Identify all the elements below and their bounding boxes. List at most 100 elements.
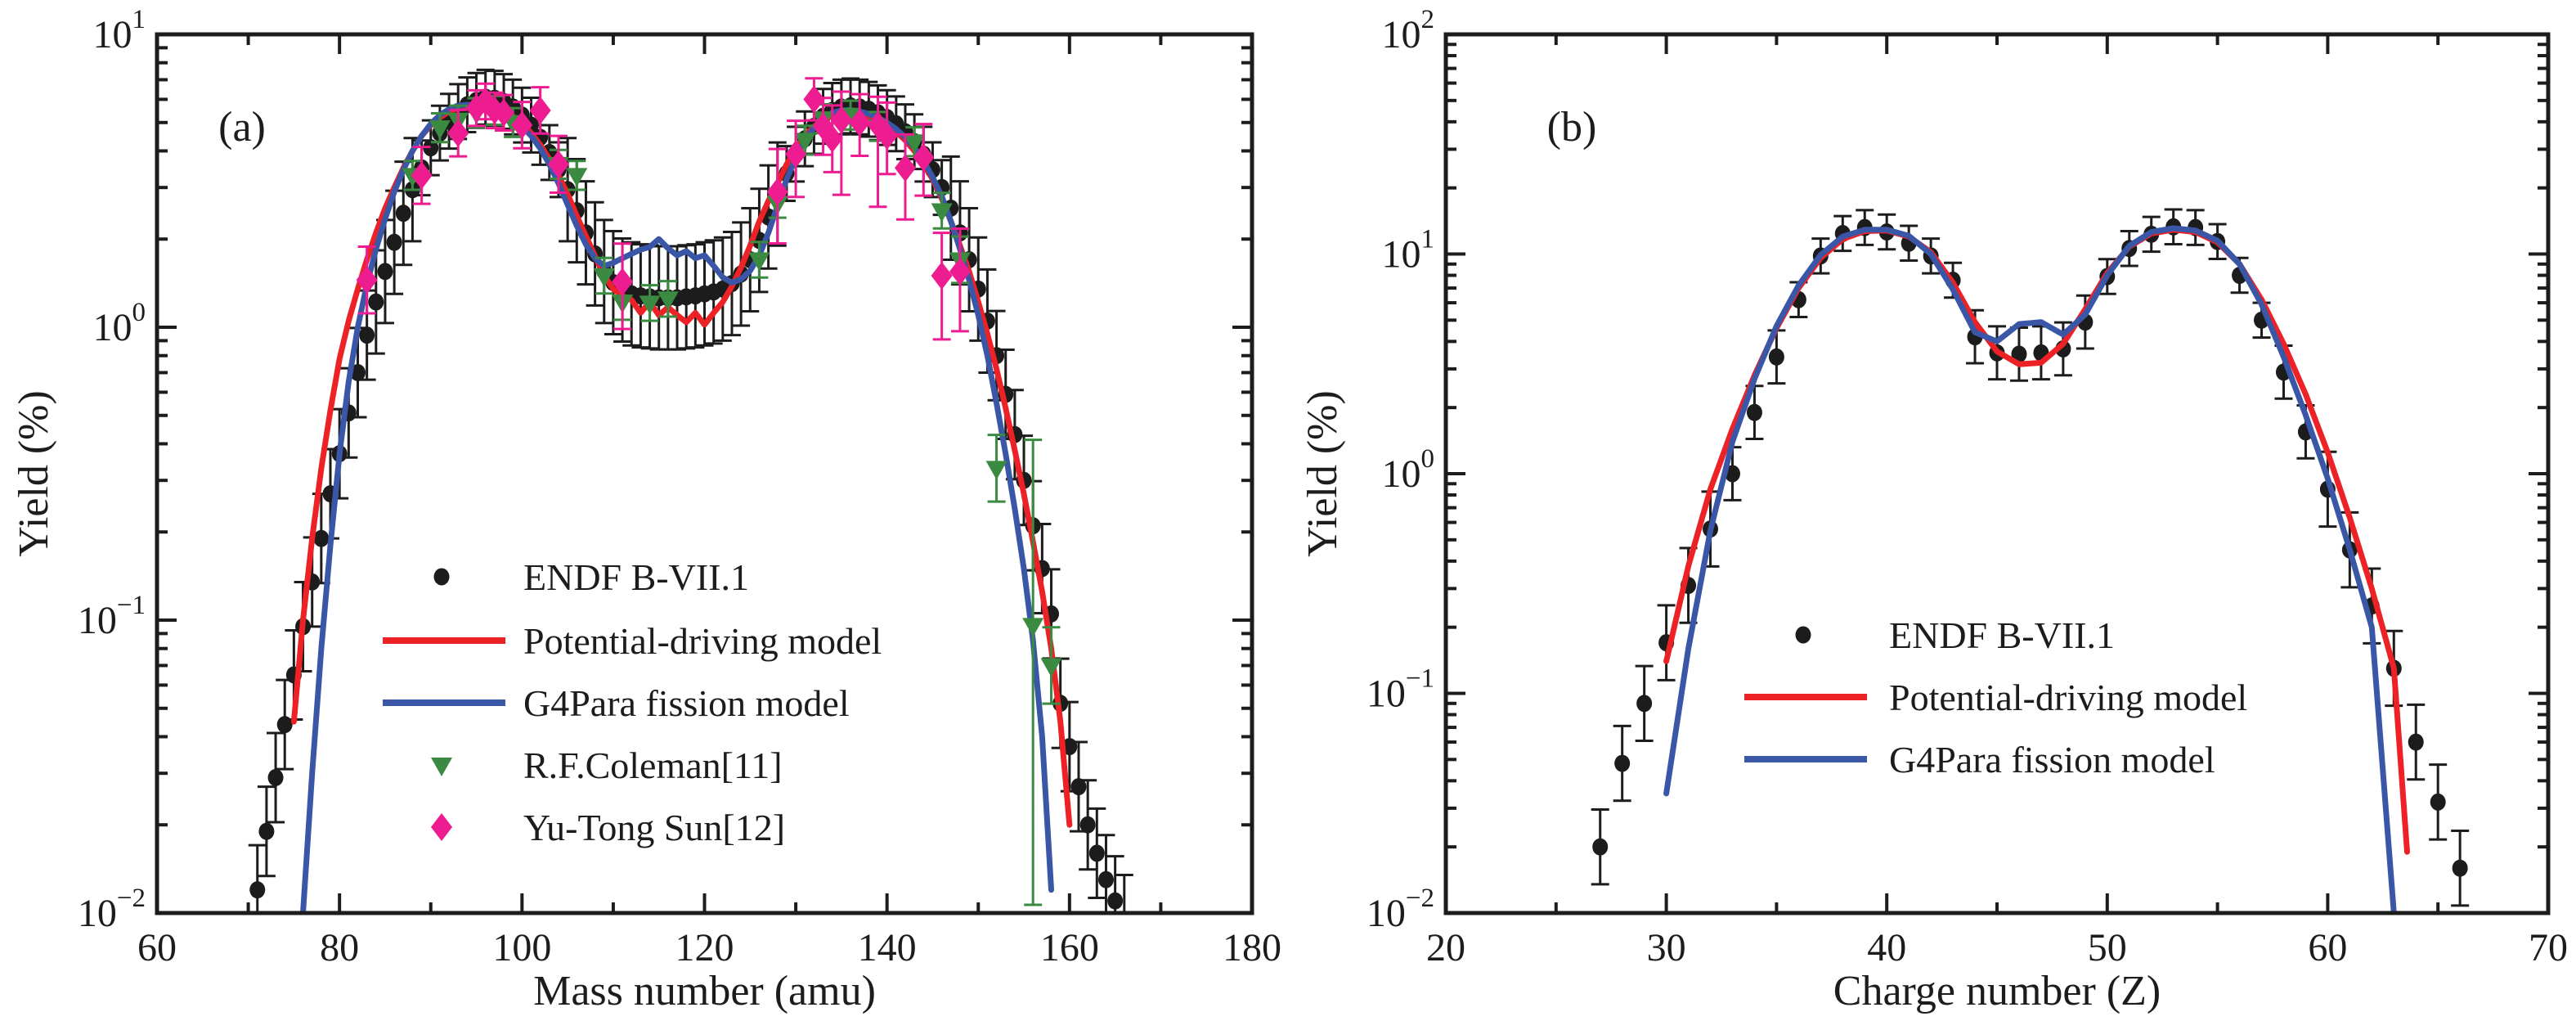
diamond-marker xyxy=(913,143,935,172)
triangle-down-marker xyxy=(985,461,1008,480)
circle-marker xyxy=(249,881,266,899)
diamond-marker xyxy=(411,161,433,190)
plot-area-a xyxy=(248,68,1133,913)
triangle-down-marker xyxy=(1022,618,1044,637)
legend-item-potential-driving-model: Potential-driving model xyxy=(383,620,882,662)
circle-marker xyxy=(1746,403,1762,421)
tick-labels-a: 60 80 100 120 140 160 180 10−2 10−1 100 101 xyxy=(78,5,1281,969)
y-tick-label: 10−2 xyxy=(78,884,146,935)
legend-a: ENDF B-VII.1 Potential-driving model G4Par… xyxy=(383,556,882,848)
y-tick-label: 10−1 xyxy=(78,591,146,642)
diamond-marker xyxy=(821,124,843,153)
circle-marker xyxy=(1636,695,1653,713)
circle-marker xyxy=(395,205,411,223)
circle-marker xyxy=(2452,859,2468,877)
diamond-marker xyxy=(529,96,551,124)
circle-marker xyxy=(1724,465,1740,483)
y-axis-title: Yield (%) xyxy=(1299,390,1346,557)
diamond-marker xyxy=(511,110,533,139)
triangle-down-marker xyxy=(1040,658,1062,677)
legend-label: R.F.Coleman[11] xyxy=(523,744,783,786)
legend-item-potential-driving-model: Potential-driving model xyxy=(1744,677,2247,718)
plot-border xyxy=(155,32,1254,915)
circle-marker xyxy=(386,233,402,251)
legend-marker xyxy=(431,758,452,776)
x-tick-label: 80 xyxy=(320,926,359,969)
x-tick-label: 70 xyxy=(2529,926,2568,969)
diamond-marker xyxy=(894,154,916,182)
panel-a: 60 80 100 120 140 160 180 10−2 10−1 100 101 Mass nu… xyxy=(11,5,1281,1014)
circle-marker xyxy=(349,363,366,381)
x-tick-label: 100 xyxy=(492,926,551,969)
x-axis-title: Charge number (Z) xyxy=(1833,968,2161,1014)
circle-marker xyxy=(1107,892,1124,910)
legend-label: Potential-driving model xyxy=(523,620,882,662)
x-tick-label: 20 xyxy=(1426,926,1465,969)
x-tick-label: 40 xyxy=(1867,926,1906,969)
y-tick-label: 101 xyxy=(93,5,146,56)
curve-g4para-fission-model xyxy=(1663,225,2397,913)
legend-marker xyxy=(431,813,452,841)
legend-label: ENDF B-VII.1 xyxy=(523,556,749,598)
legend-item-endf-b-vii-1: ENDF B-VII.1 xyxy=(433,556,749,598)
triangle-down-marker xyxy=(931,203,953,223)
triangle-down-marker xyxy=(657,291,679,311)
series-yu-tong-sun-12- xyxy=(356,77,971,341)
diamond-marker xyxy=(803,85,825,114)
x-tick-label: 160 xyxy=(1040,926,1099,969)
x-tick-label: 30 xyxy=(1647,926,1686,969)
triangle-down-marker xyxy=(748,252,770,272)
legend-marker xyxy=(433,568,450,586)
y-tick-label: 102 xyxy=(1382,5,1435,56)
y-axis-title: Yield (%) xyxy=(11,390,57,557)
triangle-down-marker xyxy=(794,133,816,152)
legend-item-g4para-fission-model: G4Para fission model xyxy=(383,682,850,724)
circle-marker xyxy=(2408,733,2424,751)
circle-marker xyxy=(368,293,384,311)
diamond-marker xyxy=(766,178,788,206)
x-tick-label: 60 xyxy=(137,926,177,969)
y-tick-label: 10−1 xyxy=(1367,664,1434,716)
y-tick-label: 101 xyxy=(1382,225,1435,277)
x-tick-label: 140 xyxy=(858,926,917,969)
circle-marker xyxy=(1097,870,1114,888)
tick-labels-b: 20 30 40 50 60 70 10−2 10−1 100 101 102 xyxy=(1367,5,2568,969)
legend-item-g4para-fission-model: G4Para fission model xyxy=(1744,739,2215,780)
diamond-marker xyxy=(447,119,469,147)
legend-label: Potential-driving model xyxy=(1889,677,2247,718)
legend-b: ENDF B-VII.1 Potential-driving model G4Par… xyxy=(1744,614,2247,780)
diamond-marker xyxy=(612,268,634,296)
panel-letter: (b) xyxy=(1547,104,1597,151)
circle-marker xyxy=(313,529,330,547)
x-tick-label: 50 xyxy=(2088,926,2127,969)
y-tick-label: 100 xyxy=(93,298,146,349)
circle-marker xyxy=(1614,754,1631,772)
panel-b: 20 30 40 50 60 70 10−2 10−1 100 101 102 Charge numb… xyxy=(1299,5,2568,1014)
triangle-down-marker xyxy=(593,268,615,287)
diamond-marker xyxy=(547,150,569,178)
triangle-down-marker xyxy=(566,168,588,187)
diamond-marker xyxy=(931,261,953,290)
plot-border xyxy=(1443,32,2551,915)
circle-marker xyxy=(423,139,439,157)
circle-marker xyxy=(1768,348,1784,366)
legend-marker xyxy=(1795,626,1811,644)
diamond-marker xyxy=(830,106,852,134)
legend-label: ENDF B-VII.1 xyxy=(1889,614,2115,656)
diamond-marker xyxy=(876,122,898,151)
circle-marker xyxy=(377,263,393,281)
circle-marker xyxy=(359,326,375,344)
diamond-marker xyxy=(849,108,871,137)
circle-marker xyxy=(267,768,284,786)
triangle-down-marker xyxy=(639,295,661,315)
error-bar xyxy=(1115,873,1133,913)
circle-marker xyxy=(1592,838,1609,856)
plot-area-b xyxy=(1591,208,2470,913)
circle-marker xyxy=(2430,793,2446,811)
triangle-down-marker xyxy=(904,134,926,154)
circle-marker xyxy=(276,716,293,734)
legend-label: G4Para fission model xyxy=(523,682,850,724)
